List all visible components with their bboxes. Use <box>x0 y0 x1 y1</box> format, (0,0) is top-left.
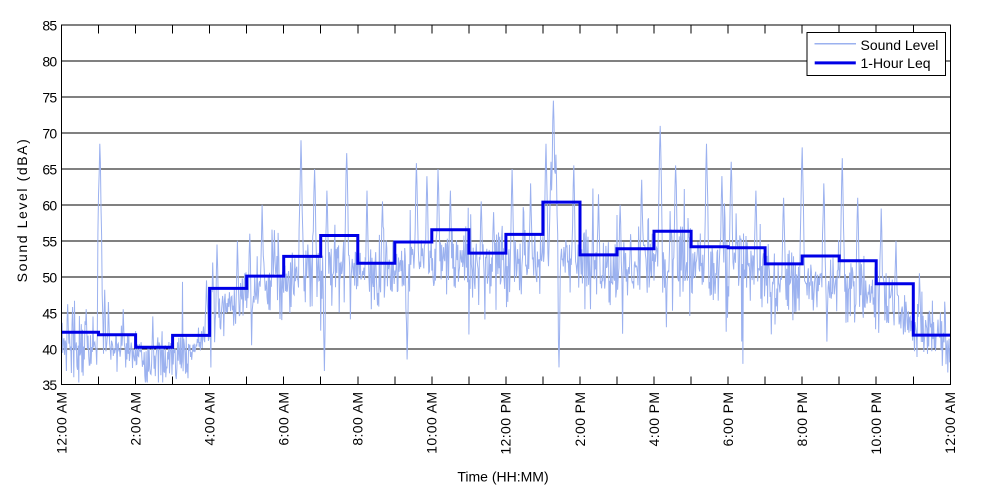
svg-text:4:00 AM: 4:00 AM <box>201 392 217 446</box>
svg-text:2:00 PM: 2:00 PM <box>572 392 588 447</box>
svg-text:12:00 PM: 12:00 PM <box>498 392 514 455</box>
svg-text:50: 50 <box>42 269 57 285</box>
svg-text:1-Hour Leq: 1-Hour Leq <box>861 55 931 71</box>
svg-text:70: 70 <box>42 126 57 142</box>
svg-text:60: 60 <box>42 197 57 213</box>
svg-text:2:00 AM: 2:00 AM <box>127 392 143 446</box>
svg-text:40: 40 <box>42 341 57 357</box>
svg-text:85: 85 <box>42 18 57 34</box>
svg-text:12:00 AM: 12:00 AM <box>942 392 958 454</box>
svg-text:12:00 AM: 12:00 AM <box>53 392 69 454</box>
svg-text:55: 55 <box>42 233 57 249</box>
svg-text:6:00 PM: 6:00 PM <box>720 392 736 447</box>
svg-text:8:00 AM: 8:00 AM <box>350 392 366 446</box>
svg-text:Sound Level (dBA): Sound Level (dBA) <box>14 138 30 283</box>
svg-text:Time (HH:MM): Time (HH:MM) <box>457 469 548 485</box>
svg-text:Sound Level: Sound Level <box>861 37 939 53</box>
svg-text:45: 45 <box>42 305 57 321</box>
svg-text:35: 35 <box>42 377 57 393</box>
svg-text:6:00 AM: 6:00 AM <box>276 392 292 446</box>
svg-text:10:00 AM: 10:00 AM <box>424 392 440 454</box>
svg-text:4:00 PM: 4:00 PM <box>646 392 662 447</box>
svg-text:8:00 PM: 8:00 PM <box>794 392 810 447</box>
svg-text:10:00 PM: 10:00 PM <box>868 392 884 455</box>
svg-text:80: 80 <box>42 54 57 70</box>
svg-text:65: 65 <box>42 162 57 178</box>
svg-text:75: 75 <box>42 90 57 106</box>
